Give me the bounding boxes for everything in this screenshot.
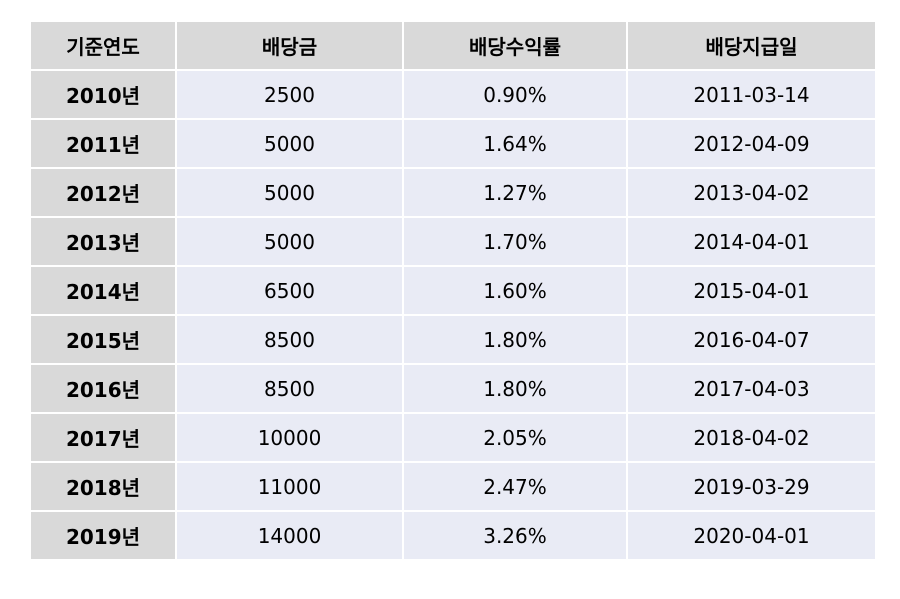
payment-date-cell: 2018-04-02: [628, 414, 875, 461]
dividend-cell: 8500: [177, 365, 402, 412]
payment-date-cell: 2019-03-29: [628, 463, 875, 510]
dividend-cell: 5000: [177, 169, 402, 216]
year-cell: 2019년: [31, 512, 175, 559]
table-row: 2018년 11000 2.47% 2019-03-29: [31, 463, 875, 510]
dividend-table-container: 기준연도 배당금 배당수익률 배당지급일 2010년 2500 0.90% 20…: [31, 22, 875, 559]
header-payment-date: 배당지급일: [628, 22, 875, 69]
payment-date-cell: 2013-04-02: [628, 169, 875, 216]
table-row: 2019년 14000 3.26% 2020-04-01: [31, 512, 875, 559]
dividend-cell: 5000: [177, 120, 402, 167]
payment-date-cell: 2012-04-09: [628, 120, 875, 167]
year-cell: 2014년: [31, 267, 175, 314]
dividend-cell: 5000: [177, 218, 402, 265]
table-header-row: 기준연도 배당금 배당수익률 배당지급일: [31, 22, 875, 69]
yield-cell: 3.26%: [404, 512, 626, 559]
header-yield: 배당수익률: [404, 22, 626, 69]
dividend-cell: 14000: [177, 512, 402, 559]
yield-cell: 2.47%: [404, 463, 626, 510]
year-cell: 2011년: [31, 120, 175, 167]
year-cell: 2013년: [31, 218, 175, 265]
table-row: 2015년 8500 1.80% 2016-04-07: [31, 316, 875, 363]
dividend-cell: 11000: [177, 463, 402, 510]
yield-cell: 1.70%: [404, 218, 626, 265]
table-row: 2014년 6500 1.60% 2015-04-01: [31, 267, 875, 314]
yield-cell: 1.60%: [404, 267, 626, 314]
table-row: 2010년 2500 0.90% 2011-03-14: [31, 71, 875, 118]
table-row: 2016년 8500 1.80% 2017-04-03: [31, 365, 875, 412]
yield-cell: 1.27%: [404, 169, 626, 216]
payment-date-cell: 2017-04-03: [628, 365, 875, 412]
dividend-cell: 6500: [177, 267, 402, 314]
year-cell: 2018년: [31, 463, 175, 510]
payment-date-cell: 2011-03-14: [628, 71, 875, 118]
payment-date-cell: 2020-04-01: [628, 512, 875, 559]
payment-date-cell: 2014-04-01: [628, 218, 875, 265]
year-cell: 2016년: [31, 365, 175, 412]
dividend-cell: 8500: [177, 316, 402, 363]
dividend-cell: 2500: [177, 71, 402, 118]
year-cell: 2012년: [31, 169, 175, 216]
payment-date-cell: 2015-04-01: [628, 267, 875, 314]
table-row: 2012년 5000 1.27% 2013-04-02: [31, 169, 875, 216]
year-cell: 2015년: [31, 316, 175, 363]
dividend-table: 기준연도 배당금 배당수익률 배당지급일 2010년 2500 0.90% 20…: [29, 20, 877, 561]
header-dividend: 배당금: [177, 22, 402, 69]
year-cell: 2010년: [31, 71, 175, 118]
header-year: 기준연도: [31, 22, 175, 69]
dividend-cell: 10000: [177, 414, 402, 461]
yield-cell: 2.05%: [404, 414, 626, 461]
yield-cell: 0.90%: [404, 71, 626, 118]
yield-cell: 1.80%: [404, 316, 626, 363]
table-row: 2013년 5000 1.70% 2014-04-01: [31, 218, 875, 265]
table-row: 2017년 10000 2.05% 2018-04-02: [31, 414, 875, 461]
yield-cell: 1.80%: [404, 365, 626, 412]
year-cell: 2017년: [31, 414, 175, 461]
table-row: 2011년 5000 1.64% 2012-04-09: [31, 120, 875, 167]
yield-cell: 1.64%: [404, 120, 626, 167]
payment-date-cell: 2016-04-07: [628, 316, 875, 363]
